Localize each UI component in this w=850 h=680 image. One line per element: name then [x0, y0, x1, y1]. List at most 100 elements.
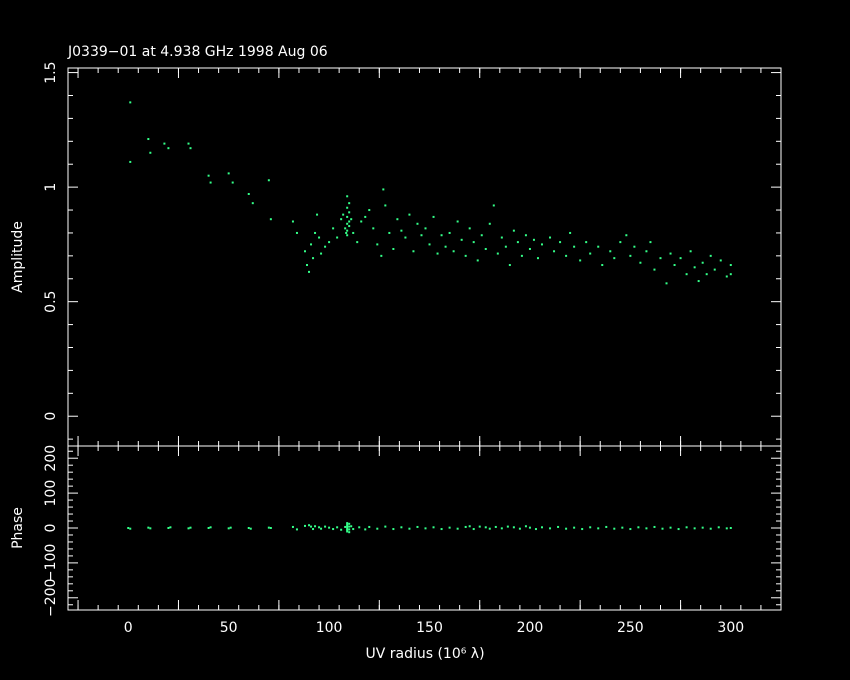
amp-data-point: [348, 211, 351, 214]
amp-data-point: [484, 247, 487, 250]
plot-title: J0339−01 at 4.938 GHz 1998 Aug 06: [67, 44, 328, 60]
phase-data-point: [424, 527, 427, 530]
phase-data-point: [693, 527, 696, 530]
phase-ytick-label: 100: [43, 480, 59, 507]
phase-data-point: [392, 528, 395, 531]
amp-data-point: [569, 231, 572, 234]
amp-data-point: [368, 209, 371, 212]
amp-data-point: [400, 229, 403, 232]
phase-data-point: [336, 526, 339, 529]
phase-data-point: [456, 527, 459, 530]
phase-data-point: [448, 526, 451, 529]
phase-data-point: [267, 526, 270, 529]
phase-data-point: [701, 526, 704, 529]
amp-data-point: [549, 236, 552, 239]
phase-data-point: [506, 525, 509, 528]
amp-data-point: [589, 252, 592, 255]
amp-data-point: [316, 213, 319, 216]
phase-data-point: [149, 527, 152, 530]
amp-data-point: [346, 215, 349, 218]
amp-data-point: [308, 270, 311, 273]
phase-data-point: [464, 525, 467, 528]
phase-data-point: [318, 526, 321, 529]
amp-data-point: [320, 252, 323, 255]
phase-data-point: [500, 527, 503, 530]
amp-data-point: [306, 264, 309, 267]
amp-data-point: [719, 259, 722, 262]
amp-data-point: [653, 268, 656, 271]
amp-data-point: [147, 138, 150, 141]
phase-data-point: [169, 526, 172, 529]
amp-data-point: [553, 250, 556, 253]
phase-frame: [67, 445, 782, 611]
phase-data-point: [358, 526, 361, 529]
amp-data-point: [573, 245, 576, 248]
amp-data-point: [129, 101, 132, 104]
phase-data-point: [348, 525, 351, 528]
phase-data-point: [717, 526, 720, 529]
phase-data-point: [346, 523, 349, 526]
amp-ylabel: Amplitude: [10, 221, 26, 293]
amp-data-point: [251, 202, 254, 205]
amp-data-point: [340, 218, 343, 221]
amp-data-point: [346, 234, 349, 237]
amp-data-point: [585, 241, 588, 244]
phase-data-point: [408, 527, 411, 530]
phase-data-point: [147, 526, 150, 529]
amp-ytick-label: 1.5: [43, 61, 59, 83]
amp-data-point: [350, 218, 353, 221]
amp-data-point: [348, 225, 351, 228]
amp-data-point: [679, 257, 682, 260]
amp-data-point: [619, 241, 622, 244]
phase-data-point: [189, 526, 192, 529]
amp-data-point: [476, 259, 479, 262]
amp-data-point: [579, 259, 582, 262]
phase-ytick-label: −100: [43, 544, 59, 582]
phase-data-point: [364, 528, 367, 531]
xtick-label: 0: [124, 620, 133, 636]
amp-data-point: [346, 206, 349, 209]
phase-data-point: [310, 525, 313, 528]
amp-data-point: [207, 174, 210, 177]
phase-data-point: [376, 527, 379, 530]
phase-data-point: [400, 526, 403, 529]
amp-data-point: [360, 220, 363, 223]
phase-data-point: [597, 527, 600, 530]
phase-data-point: [340, 528, 343, 531]
amp-data-point: [452, 250, 455, 253]
phase-data-point: [291, 525, 294, 528]
amp-data-point: [384, 204, 387, 207]
amp-data-point: [227, 172, 230, 175]
amp-data-point: [312, 257, 315, 260]
amp-data-point: [468, 227, 471, 230]
amp-data-point: [187, 142, 190, 145]
amp-data-point: [295, 231, 298, 234]
phase-data-point: [478, 525, 481, 528]
phase-data-point: [269, 527, 272, 529]
amp-data-point: [629, 254, 632, 257]
amp-data-point: [408, 213, 411, 216]
amp-data-point: [536, 257, 539, 260]
amp-data-point: [436, 252, 439, 255]
phase-data-point: [729, 527, 732, 529]
amp-data-point: [565, 254, 568, 257]
phase-data-point: [348, 531, 351, 534]
phase-data-point: [348, 522, 351, 525]
amp-ytick-label: 0: [43, 412, 59, 421]
amp-data-point: [669, 252, 672, 255]
phase-data-point: [207, 527, 210, 529]
amp-data-point: [524, 234, 527, 237]
phase-data-point: [346, 527, 349, 530]
phase-data-point: [348, 528, 351, 531]
amp-data-point: [512, 229, 515, 232]
phase-data-point: [565, 527, 568, 530]
phase-panel: −200−100 0 100 200 0 50 100 150 200 250 300 Phase: [10, 445, 782, 636]
phase-data-point: [468, 525, 471, 528]
amp-data-point: [163, 142, 166, 145]
phase-data-point: [346, 522, 349, 525]
amp-data-point: [516, 241, 519, 244]
amp-data-point: [372, 227, 375, 230]
phase-data-point: [314, 525, 317, 528]
amp-data-point: [709, 254, 712, 257]
amp-data-point: [496, 252, 499, 255]
